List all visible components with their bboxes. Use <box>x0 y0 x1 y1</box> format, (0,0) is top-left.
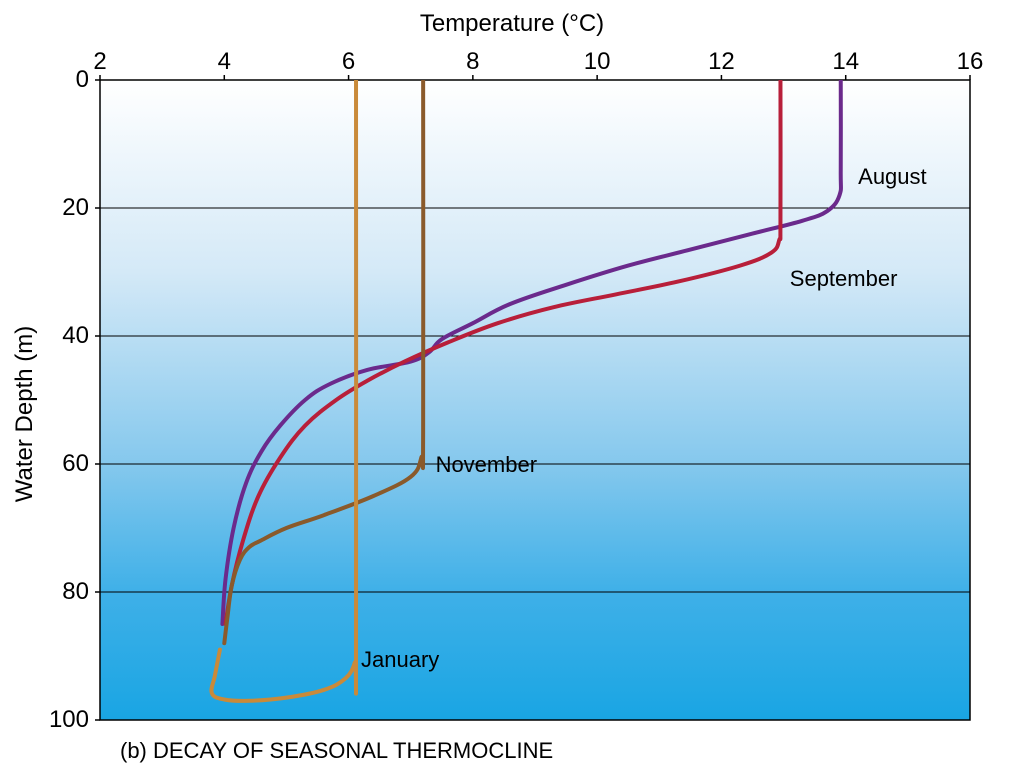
x-axis-title: Temperature (°C) <box>420 10 604 38</box>
y-axis-title: Water Depth (m) <box>11 326 39 502</box>
y-tick-label: 40 <box>44 322 89 350</box>
plot-area <box>100 80 970 720</box>
x-tick-label: 12 <box>708 48 735 76</box>
x-tick-label: 14 <box>832 48 859 76</box>
y-tick-label: 100 <box>44 706 89 734</box>
chart-caption: (b) DECAY OF SEASONAL THERMOCLINE <box>120 738 553 764</box>
x-tick-label: 16 <box>957 48 984 76</box>
x-tick-label: 10 <box>584 48 611 76</box>
x-tick-label: 2 <box>93 48 106 76</box>
y-tick-label: 60 <box>44 450 89 478</box>
x-tick-label: 6 <box>342 48 355 76</box>
series-label-august: August <box>858 164 927 190</box>
y-tick-label: 0 <box>44 66 89 94</box>
series-label-september: September <box>790 266 898 292</box>
y-tick-label: 80 <box>44 578 89 606</box>
y-tick-label: 20 <box>44 194 89 222</box>
thermocline-chart: Temperature (°C) 2 4 6 8 10 12 14 16 0 20 40 60 80 10… <box>0 0 1024 784</box>
series-label-november: November <box>436 452 537 478</box>
x-tick-label: 4 <box>218 48 231 76</box>
x-tick-label: 8 <box>466 48 479 76</box>
series-label-january: January <box>361 647 439 673</box>
